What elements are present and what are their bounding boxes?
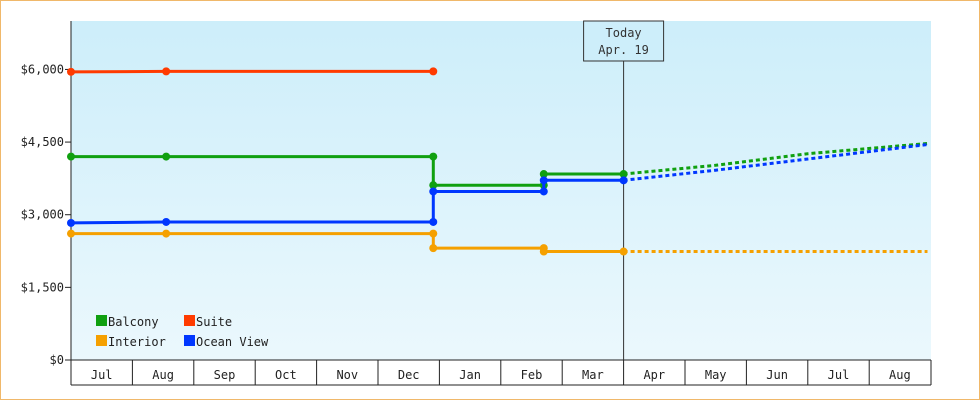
month-label: Jul [91,368,113,382]
series-point-suite [429,67,438,76]
y-tick-label: $4,500 [21,135,64,149]
y-tick-label: $0 [50,353,64,367]
today-label: Today [606,26,642,40]
series-point-balcony [429,181,438,190]
series-point-ocean-view [539,176,548,185]
legend-swatch-suite [184,315,195,326]
legend-label-suite: Suite [196,315,232,329]
series-point-interior [429,244,438,253]
series-point-balcony [539,170,548,179]
month-label: Mar [582,368,604,382]
today-box [583,20,665,62]
month-label: Dec [398,368,420,382]
month-label: Jul [828,368,850,382]
month-label: May [705,368,727,382]
y-tick-label: $3,000 [21,208,64,222]
month-label: Oct [275,368,297,382]
series-point-ocean-view [429,187,438,196]
legend-label-balcony: Balcony [108,315,159,329]
legend-label-ocean-view: Ocean View [196,335,269,349]
month-label: Jan [459,368,481,382]
series-point-interior [429,229,438,238]
month-label: Nov [336,368,358,382]
month-label: Apr [643,368,665,382]
series-point-balcony [67,152,75,161]
series-point-suite [162,67,171,76]
legend-swatch-balcony [96,315,107,326]
y-tick-label: $1,500 [21,280,64,294]
legend-swatch-ocean-view [184,335,195,346]
legend-label-interior: Interior [108,335,166,349]
series-point-balcony [429,152,438,161]
series-point-suite [67,67,75,76]
series-point-interior [619,247,628,256]
series-line-suite [70,69,434,74]
series-point-balcony [162,152,171,161]
legend-swatch-interior [96,335,107,346]
today-date: Apr. 19 [598,43,649,57]
series-point-ocean-view [67,218,75,227]
month-label: Feb [521,368,543,382]
series-point-balcony [619,170,628,179]
series-forecast-ocean-view [623,143,928,182]
month-label: Sep [214,368,236,382]
series-point-ocean-view [162,217,171,226]
month-label: Aug [889,368,911,382]
series-point-ocean-view [539,187,548,196]
series-forecast-balcony [623,142,928,176]
month-label: Aug [152,368,174,382]
y-tick-label: $6,000 [21,62,64,76]
series-point-interior [539,247,548,256]
series-point-ocean-view [619,176,628,185]
series-point-ocean-view [429,217,438,226]
series-point-interior [162,229,171,238]
month-label: Jun [766,368,788,382]
series-point-interior [67,229,75,238]
